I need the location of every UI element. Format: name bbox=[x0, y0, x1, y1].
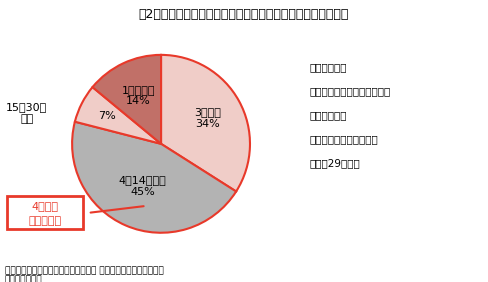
Wedge shape bbox=[161, 55, 250, 191]
Text: 15〜30日
以内: 15〜30日 以内 bbox=[6, 102, 47, 124]
Text: （出典）第１分科会（第３回）資料３ 日本トイレ研究所提出資料: （出典）第１分科会（第３回）資料３ 日本トイレ研究所提出資料 bbox=[5, 266, 163, 276]
Wedge shape bbox=[93, 55, 161, 144]
Text: 要した場合: 要した場合 bbox=[29, 216, 61, 226]
FancyBboxPatch shape bbox=[7, 196, 83, 230]
Text: 4日以上: 4日以上 bbox=[32, 201, 59, 211]
Text: （一部加工）: （一部加工） bbox=[5, 276, 42, 282]
Text: 協力：日本トイレ研究所: 協力：日本トイレ研究所 bbox=[310, 134, 379, 144]
Text: 3日以内
34%: 3日以内 34% bbox=[194, 107, 221, 129]
Text: 科学研究所: 科学研究所 bbox=[310, 110, 347, 120]
Text: 7%: 7% bbox=[98, 111, 116, 121]
Text: 4〜14日以内
45%: 4〜14日以内 45% bbox=[119, 175, 166, 197]
Text: 回答：29自治体: 回答：29自治体 bbox=[310, 158, 361, 168]
Wedge shape bbox=[75, 87, 161, 144]
Text: 図2　仮設トイレが被災自治体の避難所に行き渡るまでの日数: 図2 仮設トイレが被災自治体の避難所に行き渡るまでの日数 bbox=[139, 8, 349, 21]
Text: 実施：名古屋大学エコトピア: 実施：名古屋大学エコトピア bbox=[310, 86, 391, 96]
Wedge shape bbox=[72, 122, 236, 233]
Text: （調査概要）: （調査概要） bbox=[310, 62, 347, 72]
Text: 1か月以上
14%: 1か月以上 14% bbox=[122, 85, 155, 106]
